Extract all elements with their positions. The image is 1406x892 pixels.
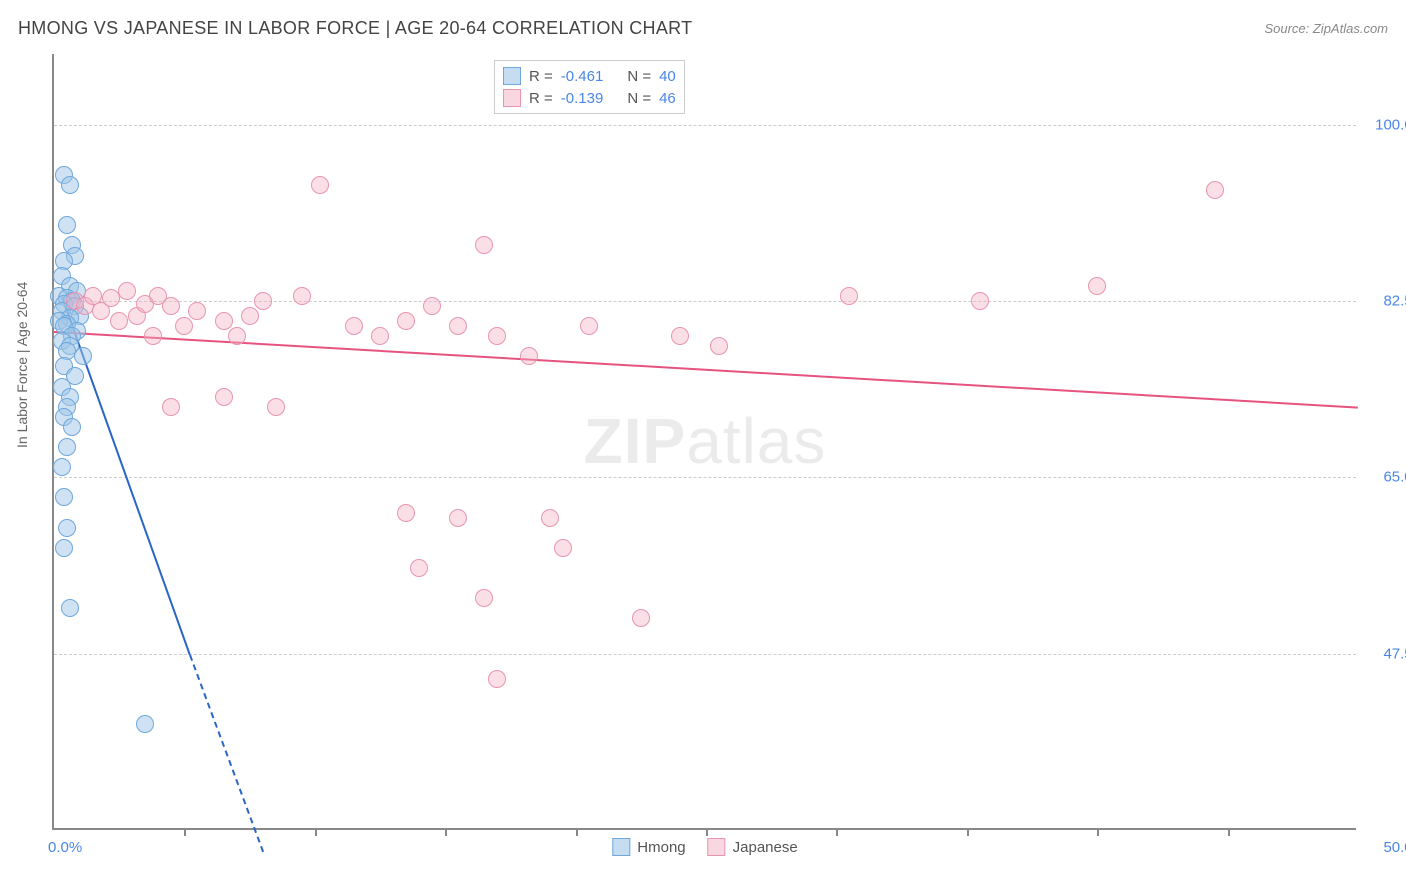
y-tick-label: 47.5% [1366,645,1406,662]
gridline-horizontal [54,654,1356,655]
scatter-point-japanese [488,670,506,688]
gridline-horizontal [54,477,1356,478]
scatter-point-japanese [144,327,162,345]
chart-title: HMONG VS JAPANESE IN LABOR FORCE | AGE 2… [18,18,692,39]
scatter-point-japanese [449,317,467,335]
scatter-point-japanese [449,509,467,527]
y-tick-label: 100.0% [1366,116,1406,133]
scatter-point-japanese [188,302,206,320]
trend-line [54,331,1358,409]
scatter-point-japanese [1206,181,1224,199]
scatter-point-hmong [55,539,73,557]
legend-item-hmong: Hmong [612,838,685,856]
scatter-point-japanese [397,504,415,522]
scatter-point-japanese [293,287,311,305]
scatter-point-japanese [267,398,285,416]
scatter-point-japanese [162,398,180,416]
scatter-point-hmong [61,176,79,194]
scatter-point-japanese [175,317,193,335]
y-tick-label: 82.5% [1366,292,1406,309]
swatch-hmong [503,67,521,85]
scatter-point-japanese [475,236,493,254]
swatch-japanese-icon [708,838,726,856]
scatter-chart: ZIPatlas R = -0.461 N = 40 R = -0.139 N … [52,54,1356,830]
x-tick [576,828,578,836]
x-tick [836,828,838,836]
x-tick [706,828,708,836]
scatter-point-hmong [58,216,76,234]
scatter-point-japanese [241,307,259,325]
scatter-point-japanese [118,282,136,300]
scatter-point-japanese [215,312,233,330]
scatter-point-japanese [254,292,272,310]
scatter-point-japanese [554,539,572,557]
y-tick-label: 65.0% [1366,469,1406,486]
scatter-point-hmong [61,599,79,617]
y-axis-title: In Labor Force | Age 20-64 [14,282,30,448]
correlation-row-japanese: R = -0.139 N = 46 [503,87,676,109]
scatter-point-japanese [580,317,598,335]
x-tick-max: 50.0% [1383,839,1406,856]
source-attribution: Source: ZipAtlas.com [1264,21,1388,36]
scatter-point-japanese [1088,277,1106,295]
series-legend: Hmong Japanese [612,838,797,856]
scatter-point-japanese [215,388,233,406]
scatter-point-japanese [110,312,128,330]
scatter-point-japanese [423,297,441,315]
scatter-point-hmong [58,519,76,537]
scatter-point-japanese [371,327,389,345]
scatter-point-japanese [311,176,329,194]
scatter-point-japanese [162,297,180,315]
x-tick [315,828,317,836]
gridline-horizontal [54,301,1356,302]
scatter-point-japanese [541,509,559,527]
swatch-hmong-icon [612,838,630,856]
watermark: ZIPatlas [584,404,827,478]
scatter-point-hmong [53,458,71,476]
scatter-point-japanese [397,312,415,330]
scatter-point-hmong [74,347,92,365]
scatter-point-hmong [58,438,76,456]
gridline-horizontal [54,125,1356,126]
x-tick [184,828,186,836]
x-tick-min: 0.0% [48,839,82,856]
x-tick [445,828,447,836]
scatter-point-japanese [520,347,538,365]
scatter-point-japanese [410,559,428,577]
x-tick [1097,828,1099,836]
scatter-point-japanese [488,327,506,345]
legend-item-japanese: Japanese [708,838,798,856]
scatter-point-japanese [671,327,689,345]
scatter-point-hmong [136,715,154,733]
correlation-row-hmong: R = -0.461 N = 40 [503,65,676,87]
trend-line [189,654,264,851]
scatter-point-japanese [475,589,493,607]
x-tick [967,828,969,836]
scatter-point-japanese [971,292,989,310]
scatter-point-hmong [63,418,81,436]
x-tick [1228,828,1230,836]
scatter-point-japanese [228,327,246,345]
scatter-point-japanese [840,287,858,305]
scatter-point-japanese [632,609,650,627]
scatter-point-hmong [55,488,73,506]
swatch-japanese [503,89,521,107]
correlation-legend: R = -0.461 N = 40 R = -0.139 N = 46 [494,60,685,114]
scatter-point-japanese [345,317,363,335]
scatter-point-japanese [710,337,728,355]
